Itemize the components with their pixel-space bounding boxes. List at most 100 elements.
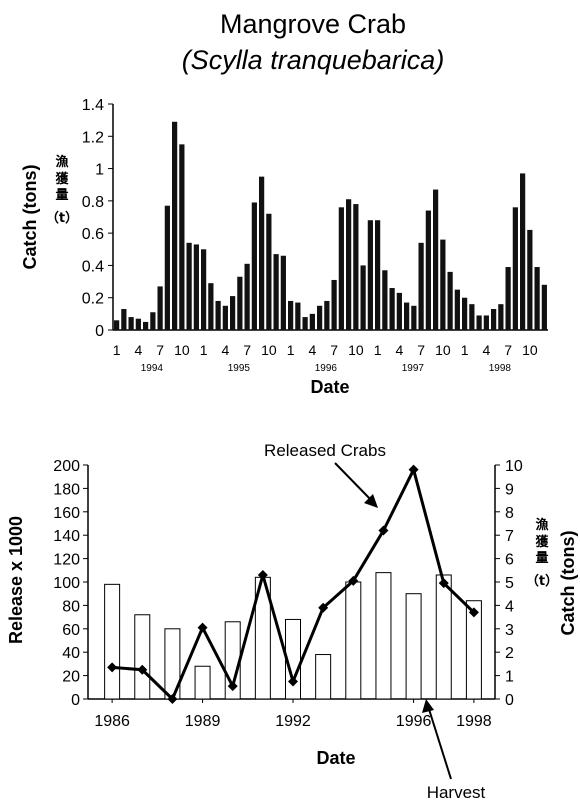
harvest-bar (134, 614, 151, 700)
annotation-released-crabs-arrow-line (334, 462, 375, 504)
top-catch-bar (121, 309, 127, 330)
top-y-tick-label: 1.2 (82, 129, 104, 146)
top-month-label: 4 (308, 342, 316, 358)
top-catch-bar (491, 309, 497, 330)
top-month-label: 4 (134, 342, 142, 358)
top-x-axis-label: Date (310, 377, 349, 397)
top-catch-bar (157, 286, 163, 330)
top-y-tick-label: 0.6 (82, 226, 104, 243)
top-year-label: 1994 (141, 363, 164, 374)
bottom-left-y-tick-label: 140 (53, 528, 80, 545)
top-month-label: 10 (435, 342, 451, 358)
annotation-released-crabs-arrowhead (364, 494, 378, 508)
top-y-axis-cjk-label: 獲 (55, 171, 69, 187)
annotation-harvest-arrow-line (427, 705, 452, 780)
top-catch-bar (302, 317, 308, 330)
top-catch-bar (208, 283, 214, 330)
top-month-label: 10 (174, 342, 190, 358)
top-month-label: 7 (504, 342, 512, 358)
bottom-right-y-axis-cjk-label: （t） (526, 573, 558, 589)
chart-subtitle: (Scylla tranquebarica) (182, 45, 445, 75)
bottom-right-y-axis-label: Catch (tons) (558, 531, 578, 636)
top-catch-bar (114, 320, 120, 330)
top-catch-bar (135, 318, 141, 330)
top-catch-bar (186, 242, 192, 330)
top-catch-bar (375, 220, 381, 330)
released-crabs-marker (288, 676, 299, 687)
annotation-harvest: Harvest (427, 783, 486, 802)
top-month-label: 10 (261, 342, 277, 358)
bottom-right-y-tick-label: 4 (505, 598, 514, 615)
top-catch-bar (251, 202, 257, 330)
bottom-left-y-tick-label: 60 (62, 622, 80, 639)
top-catch-bar (367, 220, 373, 330)
top-catch-bar (215, 300, 221, 330)
bottom-left-y-tick-label: 120 (53, 552, 80, 569)
top-catch-bar (433, 189, 439, 330)
bottom-left-y-tick-label: 80 (62, 598, 80, 615)
released-crabs-marker (227, 681, 238, 692)
released-crabs-marker (257, 569, 268, 580)
bottom-left-y-tick-label: 0 (71, 692, 80, 709)
top-catch-bar (259, 176, 265, 330)
top-catch-bar (483, 315, 489, 330)
top-y-tick-label: 1.4 (82, 97, 104, 114)
top-catch-bar (425, 210, 431, 330)
top-catch-bar (295, 302, 301, 330)
top-catch-bar (512, 207, 518, 330)
top-month-label: 7 (417, 342, 425, 358)
top-catch-bar (244, 263, 250, 330)
top-year-label: 1996 (315, 363, 338, 374)
top-catch-bar (331, 279, 337, 330)
top-catch-bar (447, 271, 453, 330)
top-catch-bar (505, 267, 511, 330)
top-catch-bar (179, 144, 185, 330)
released-crabs-marker (107, 662, 118, 673)
top-catch-bar (346, 199, 352, 330)
bottom-left-y-tick-label: 180 (53, 481, 80, 498)
top-chart: 00.20.40.60.811.21.41 4 7 10 1 4 7 10 1 4 7 10 1 4 7 10… (20, 97, 548, 397)
top-y-axis-cjk-label: （t） (46, 210, 78, 226)
top-y-axis-cjk-label: 量 (55, 188, 68, 203)
bottom-right-y-tick-label: 6 (505, 552, 514, 569)
top-catch-bar (418, 242, 424, 330)
bottom-left-y-tick-label: 160 (53, 505, 80, 522)
top-catch-bar (389, 288, 395, 330)
top-catch-bar (396, 292, 402, 330)
annotation-harvest-arrowhead (422, 699, 434, 713)
harvest-bar (194, 665, 211, 700)
top-catch-bar (498, 304, 504, 330)
released-crabs-marker (137, 664, 148, 675)
top-catch-bar (193, 244, 199, 330)
top-month-label: 4 (395, 342, 403, 358)
bottom-right-y-tick-label: 0 (505, 692, 514, 709)
top-catch-bar (534, 267, 540, 330)
top-month-label: 7 (243, 342, 251, 358)
bottom-right-y-tick-label: 1 (505, 669, 514, 686)
top-y-axis-cjk-label: 漁 (55, 154, 68, 170)
bottom-x-tick-label: 1992 (275, 713, 311, 730)
top-catch-bar (266, 213, 272, 330)
harvest-bar (345, 581, 362, 700)
top-month-label: 10 (522, 342, 538, 358)
top-catch-bar (440, 239, 446, 330)
top-catch-bar (230, 296, 236, 330)
top-catch-bar (404, 302, 410, 330)
bottom-left-y-tick-label: 40 (62, 645, 80, 662)
top-catch-bar (143, 321, 149, 330)
top-year-label: 1998 (489, 363, 512, 374)
bottom-left-y-tick-label: 100 (53, 575, 80, 592)
top-catch-bar (317, 305, 323, 330)
top-catch-bar (309, 313, 315, 330)
bottom-right-y-tick-label: 2 (505, 645, 514, 662)
top-catch-bar (324, 300, 330, 330)
top-year-label: 1997 (402, 363, 425, 374)
top-catch-bar (476, 315, 482, 330)
bottom-left-y-tick-label: 200 (53, 458, 80, 475)
bottom-chart: 0 20 40 60 80 100 120 140 160 180 200 0 1 2 3 4 5 6 7 8 9 10 1… (6, 441, 578, 802)
top-catch-bar (520, 173, 526, 330)
bottom-right-y-tick-label: 9 (505, 481, 514, 498)
top-catch-bar (541, 284, 547, 330)
bottom-x-tick-label: 1986 (94, 713, 130, 730)
